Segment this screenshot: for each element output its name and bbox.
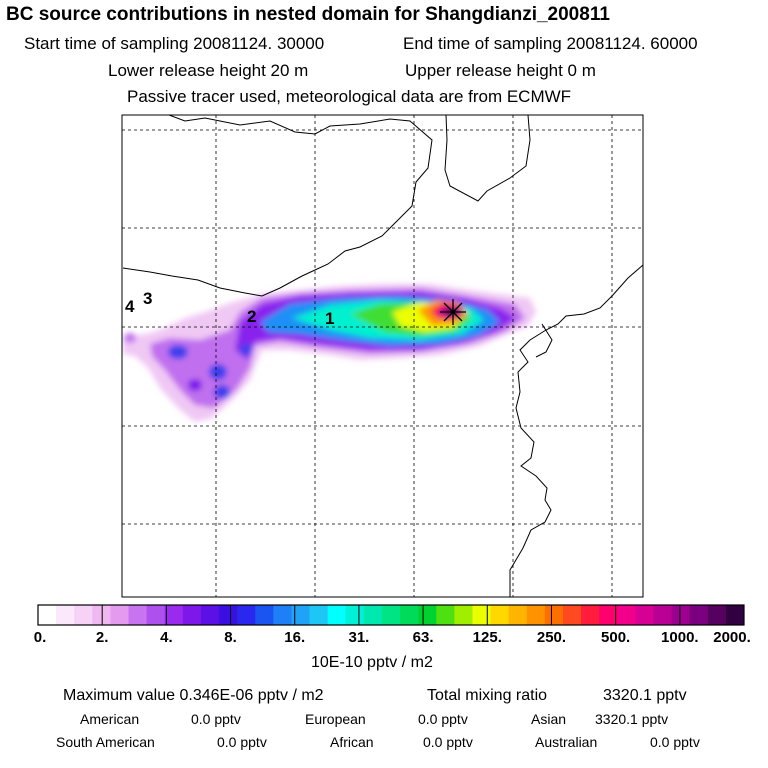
- colorbar-cell: [544, 605, 564, 625]
- map-frame: [121, 114, 644, 598]
- colorbar-cell: [273, 605, 292, 625]
- region-south-american-label: South American: [56, 734, 155, 750]
- colorbar-cell: [200, 605, 220, 625]
- colorbar-cell: [219, 605, 238, 625]
- colorbar-cell: [255, 605, 274, 625]
- plot-title: BC source contributions in nested domain…: [6, 4, 610, 25]
- region-australian-value: 0.0 pptv: [650, 734, 700, 750]
- colorbar-cell: [182, 605, 202, 625]
- max-value-label: Maximum value 0.346E-06 pptv / m2: [63, 687, 324, 704]
- region-australian-label: Australian: [535, 734, 598, 750]
- colorbar-cell: [508, 605, 528, 625]
- colorbar-cell: [707, 605, 727, 625]
- colorbar-tick-label: 16.: [284, 629, 306, 646]
- colorbar-cell: [599, 605, 618, 625]
- start-time-label: Start time of sampling 20081124. 30000: [24, 34, 325, 53]
- colorbar-cell: [635, 605, 654, 625]
- marker-4: 4: [125, 297, 135, 316]
- colorbar-cell: [146, 605, 166, 625]
- end-time-label: End time of sampling 20081124. 60000: [403, 34, 698, 53]
- colorbar-tick-label: 31.: [348, 629, 370, 646]
- colorbar-cell: [689, 605, 709, 625]
- colorbar-cell: [164, 605, 184, 625]
- colorbar-cell: [472, 605, 491, 625]
- upper-release-label: Upper release height 0 m: [405, 61, 596, 80]
- colorbar-cell: [418, 605, 437, 625]
- marker-2: 2: [247, 307, 256, 326]
- region-asian-label: Asian: [531, 711, 567, 727]
- tracer-label: Passive tracer used, meteorological data…: [127, 87, 572, 106]
- colorbar-cell: [400, 605, 419, 625]
- graticule: [122, 115, 643, 597]
- colorbar-cells: [38, 605, 745, 625]
- colorbar-cell: [128, 605, 148, 625]
- colorbar-cell: [454, 605, 473, 625]
- marker-1: 1: [325, 309, 334, 328]
- colorbar-tick-label: 2000.: [713, 629, 751, 646]
- region-asian-value: 3320.1 pptv: [595, 711, 669, 727]
- colorbar-tick-label: 4.: [160, 629, 173, 646]
- lower-release-label: Lower release height 20 m: [108, 61, 309, 80]
- region-american-label: American: [80, 711, 140, 727]
- colorbar-cell: [309, 605, 329, 625]
- colorbar-tick-label: 125.: [472, 629, 502, 646]
- colorbar-cell: [436, 605, 455, 625]
- colorbar-cell: [725, 605, 745, 625]
- colorbar-cell: [345, 605, 365, 625]
- total-mixing-label: Total mixing ratio: [427, 687, 548, 704]
- colorbar-tick-label: 0.: [33, 629, 47, 646]
- colorbar-frame: [37, 604, 745, 626]
- colorbar-cell: [617, 605, 636, 625]
- colorbar-cell: [327, 605, 347, 625]
- colorbar-cell: [291, 605, 310, 625]
- total-mixing-value: 3320.1 pptv: [603, 687, 687, 704]
- colorbar-tick-label: 500.: [601, 629, 631, 646]
- colorbar-cell: [526, 605, 546, 625]
- colorbar-cell: [92, 605, 111, 625]
- colorbar-cell: [38, 605, 57, 625]
- concentration-plume: [123, 284, 536, 422]
- colorbar-cell: [363, 605, 383, 625]
- region-european-label: European: [305, 711, 366, 727]
- colorbar-units: 10E-10 pptv / m2: [311, 654, 433, 671]
- colorbar-cell: [237, 605, 256, 625]
- colorbar-tick-label: 250.: [536, 629, 567, 646]
- region-african-value: 0.0 pptv: [423, 734, 473, 750]
- region-american-value: 0.0 pptv: [191, 711, 241, 727]
- colorbar-tick-label: 8.: [224, 629, 237, 646]
- colorbar-tick-label: 63.: [412, 629, 434, 646]
- colorbar-cell: [490, 605, 510, 625]
- colorbar-cell: [74, 605, 93, 625]
- colorbar-cell: [671, 605, 691, 625]
- colorbar-cell: [381, 605, 401, 625]
- receptor-star-icon: [440, 299, 466, 325]
- colorbar-cell: [562, 605, 582, 625]
- colorbar-cell: [581, 605, 600, 625]
- colorbar-cell: [653, 605, 672, 625]
- colorbar-tick-label: 1000.: [661, 629, 699, 646]
- colorbar-cell: [110, 605, 129, 625]
- marker-3: 3: [143, 289, 152, 308]
- region-european-value: 0.0 pptv: [418, 711, 468, 727]
- region-south-american-value: 0.0 pptv: [217, 734, 267, 750]
- colorbar-tick-label: 2.: [95, 629, 109, 646]
- region-african-label: African: [330, 734, 374, 750]
- colorbar-cell: [56, 605, 75, 625]
